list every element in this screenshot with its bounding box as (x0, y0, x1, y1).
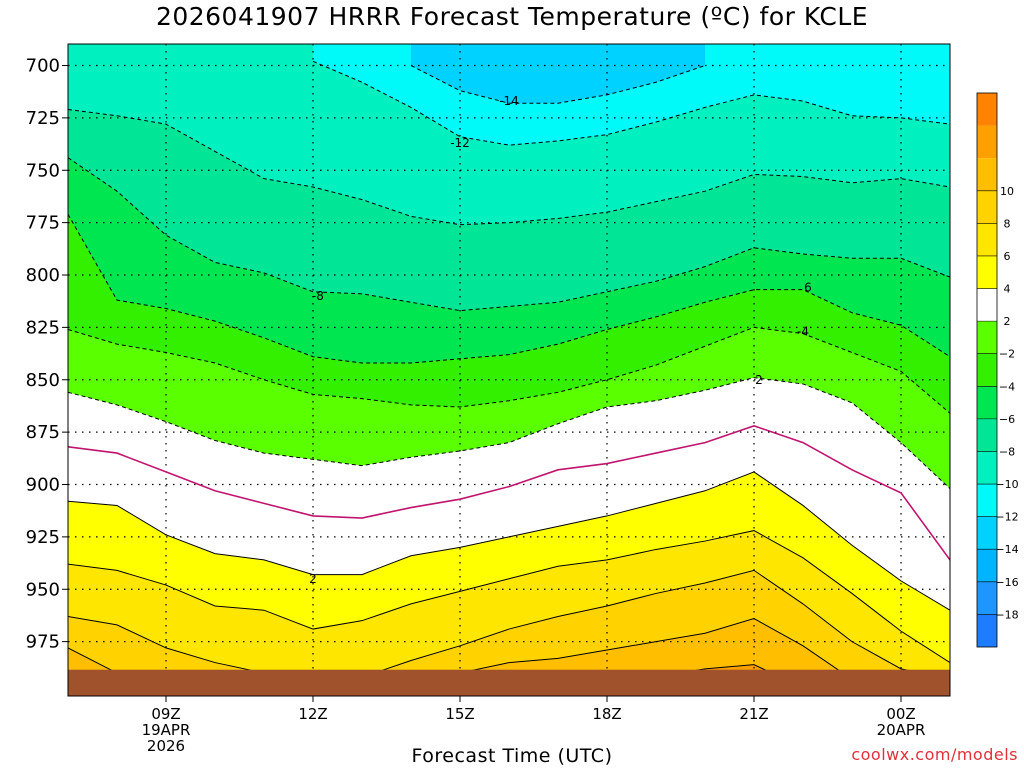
y-tick-label: 950 (26, 579, 60, 600)
contour-label: -12 (450, 136, 470, 150)
colorbar-tick-label: −4 (999, 380, 1015, 393)
contour-label: 2 (755, 373, 763, 387)
contour-line-4 (68, 530, 950, 663)
colorbar-tick-label: −10 (995, 478, 1018, 491)
temperature-contours (68, 60, 950, 689)
y-tick-label: 700 (26, 56, 60, 77)
contour-line--12 (312, 60, 950, 146)
colorbar-tick-label: 6 (1004, 250, 1011, 263)
y-tick-label: 875 (26, 422, 60, 443)
colorbar-tick-label: −16 (995, 576, 1018, 589)
x-tick-label: 19APR (142, 721, 191, 739)
colorbar-tick-label: −14 (995, 543, 1018, 556)
colorbar-tick-label: −12 (995, 511, 1018, 524)
temperature-fill-bands (68, 44, 950, 696)
x-tick-label: 20APR (877, 721, 926, 739)
colorbar-tick-label: 4 (1004, 283, 1011, 296)
colorbar-swatch (977, 386, 997, 419)
colorbar-swatch (977, 353, 997, 387)
colorbar-tick-label: 10 (1000, 185, 1014, 198)
x-tick-label: 21Z (739, 705, 768, 723)
colorbar-tick-label: −2 (999, 348, 1015, 361)
contour-line--2 (68, 377, 950, 490)
y-axis-ticks: 700 725 750 775 800 825 850 875 900 925 950 975 (26, 56, 68, 653)
y-tick-label: 775 (26, 213, 60, 234)
colorbar-swatch (977, 549, 997, 582)
colorbar-tick-label: 8 (1004, 217, 1011, 230)
colorbar-swatch (977, 516, 997, 550)
colorbar-swatch (977, 93, 997, 126)
y-tick-label: 825 (26, 317, 60, 338)
contour-label: -4 (797, 325, 809, 339)
x-tick-label: 15Z (445, 705, 474, 723)
contour-label: 2 (309, 572, 317, 586)
colorbar-swatch (977, 288, 997, 322)
colorbar-tick-label: −6 (999, 413, 1015, 426)
x-tick-label: 2026 (147, 737, 185, 755)
contour-line--6 (68, 213, 950, 364)
colorbar-tick-label: −8 (999, 445, 1015, 458)
contour-line--10 (68, 108, 950, 226)
contour-line-2 (68, 471, 950, 611)
contour-label: -14 (499, 94, 519, 108)
x-tick-label: 12Z (298, 705, 327, 723)
contour-line--14 (410, 65, 706, 104)
colorbar-swatch (977, 223, 997, 256)
y-tick-label: 975 (26, 632, 60, 653)
colorbar-swatch (977, 321, 997, 354)
y-tick-label: 750 (26, 160, 60, 181)
page-title: 2026041907 HRRR Forecast Temperature (ºC… (155, 2, 869, 31)
colorbar-swatch (977, 190, 997, 224)
x-tick-label: 00Z (886, 705, 915, 723)
contour-label: 6 (804, 281, 812, 295)
ground-fill (68, 669, 950, 696)
colorbar-swatch (977, 158, 997, 191)
colorbar-tick-label: 2 (1004, 315, 1011, 328)
colorbar-swatch (977, 581, 997, 615)
contour-labels: -14 -12 -8 6 -4 2 2 (309, 94, 812, 586)
colorbar-tick-label: −18 (995, 608, 1018, 621)
colorbar-swatch (977, 125, 997, 159)
colorbar-swatch (977, 484, 997, 517)
colorbar-swatch (977, 614, 997, 647)
x-tick-label: 09Z (151, 705, 180, 723)
colorbar: −18 −16 −14 −12 −10 −8 −6 −4 −2 2 4 6 8 10 (976, 92, 1019, 648)
x-axis-label: Forecast Time (UTC) (411, 745, 613, 767)
y-tick-label: 800 (26, 265, 60, 286)
colorbar-swatch (977, 255, 997, 289)
colorbar-swatch (977, 418, 997, 452)
contour-line-0 (68, 424, 950, 561)
y-tick-label: 850 (26, 370, 60, 391)
x-tick-label: 18Z (592, 705, 621, 723)
contour-line--4 (68, 326, 950, 414)
colorbar-frame (976, 92, 998, 648)
contour-label: -8 (312, 289, 324, 303)
y-tick-label: 725 (26, 108, 60, 129)
source-credit: coolwx.com/models (851, 745, 1018, 764)
y-tick-label: 925 (26, 527, 60, 548)
colorbar-swatch (977, 451, 997, 485)
plot-frame (67, 43, 951, 697)
ground-surface (68, 669, 950, 696)
y-tick-label: 900 (26, 475, 60, 496)
contour-line-6 (68, 569, 950, 682)
